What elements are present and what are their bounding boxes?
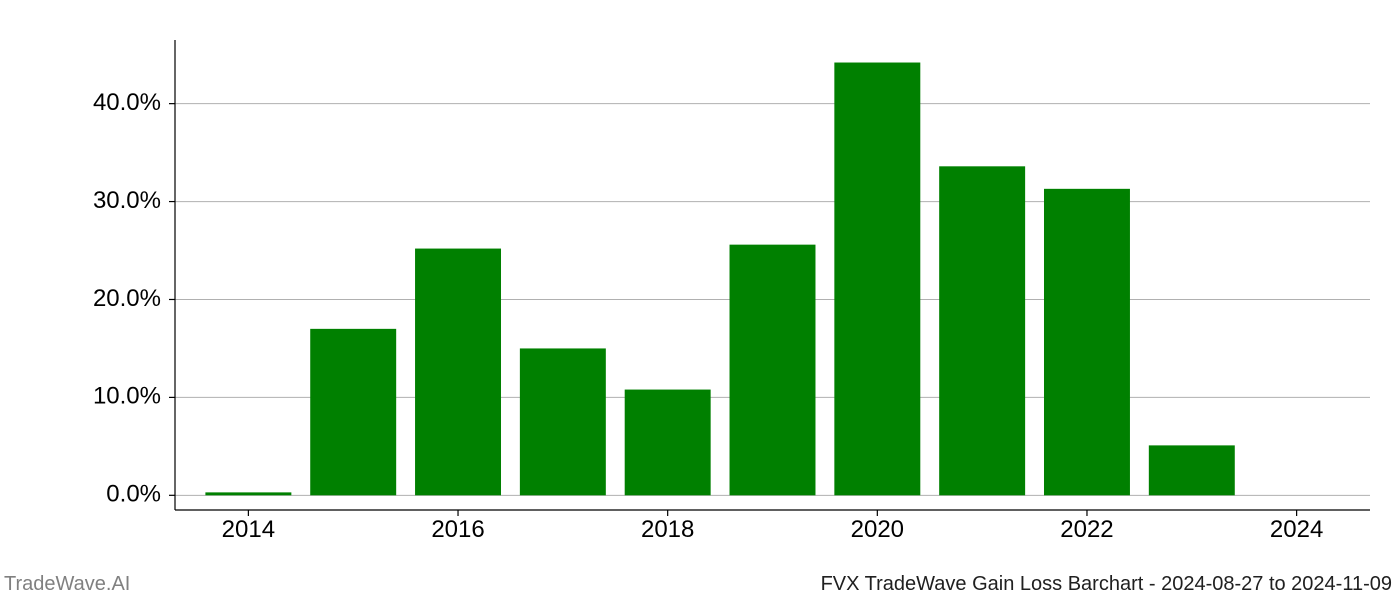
bar	[520, 348, 606, 495]
bar	[1044, 189, 1130, 495]
x-tick-label: 2020	[851, 516, 904, 543]
gain-loss-barchart: 0.0% 10.0% 20.0% 30.0% 40.0% 2014 2016 2018 2020…	[0, 0, 1400, 600]
chart-container: 0.0% 10.0% 20.0% 30.0% 40.0% 2014 2016 2018 2020…	[0, 0, 1400, 600]
bar	[834, 63, 920, 496]
footer-right-caption: FVX TradeWave Gain Loss Barchart - 2024-…	[821, 573, 1392, 596]
bar	[310, 329, 396, 495]
bar	[939, 166, 1025, 495]
footer-left-brand: TradeWave.AI	[4, 573, 130, 596]
y-tick-label: 30.0%	[93, 187, 161, 214]
y-tick-label: 10.0%	[93, 383, 161, 410]
y-tick-label: 20.0%	[93, 285, 161, 312]
x-tick-label: 2022	[1060, 516, 1113, 543]
bar	[625, 390, 711, 496]
x-tick-label: 2024	[1270, 516, 1323, 543]
x-tick-label: 2016	[431, 516, 484, 543]
bar	[415, 249, 501, 496]
bar	[730, 245, 816, 496]
bar	[205, 492, 291, 495]
bar	[1149, 445, 1235, 495]
x-tick-label: 2014	[222, 516, 275, 543]
y-tick-label: 0.0%	[106, 481, 161, 508]
y-tick-label: 40.0%	[93, 89, 161, 116]
x-tick-label: 2018	[641, 516, 694, 543]
